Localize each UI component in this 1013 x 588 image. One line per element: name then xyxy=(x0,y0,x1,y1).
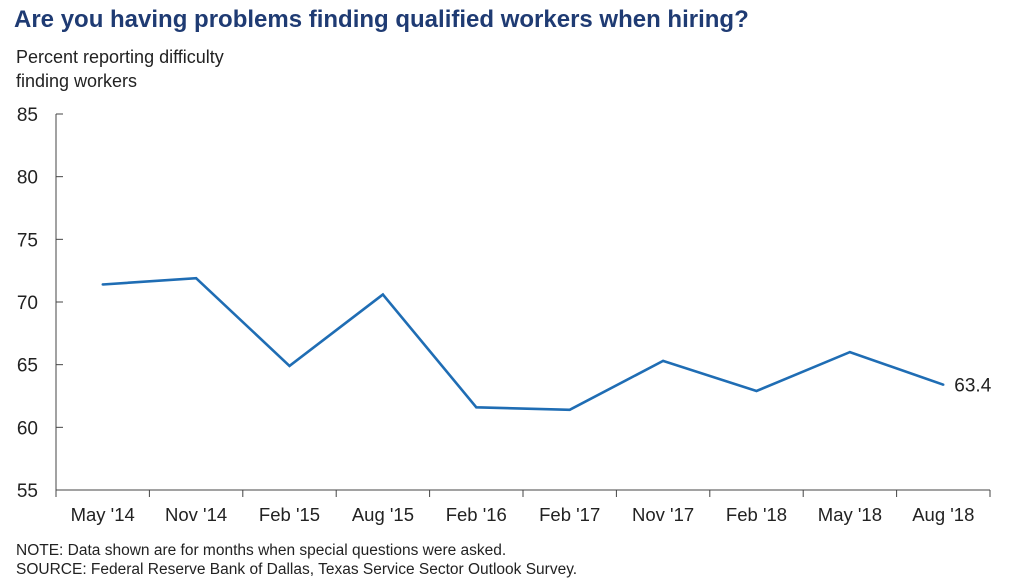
x-tick-label: Nov '17 xyxy=(632,504,694,525)
series-line xyxy=(102,276,944,412)
y-tick-label: 60 xyxy=(17,418,38,439)
x-tick-label: Feb '15 xyxy=(259,504,320,525)
x-tick-label: Feb '17 xyxy=(539,504,600,525)
y-tick-label: 55 xyxy=(17,481,38,502)
data-point xyxy=(101,283,104,286)
y-tick-label: 70 xyxy=(17,293,38,314)
x-tick-label: Feb '18 xyxy=(726,504,787,525)
y-tick-label: 75 xyxy=(17,230,38,251)
y-tick-label: 85 xyxy=(17,105,38,126)
x-tick-label: Aug '18 xyxy=(912,504,974,525)
data-point xyxy=(475,406,478,409)
y-tick-label: 80 xyxy=(17,168,38,189)
x-tick-label: May '18 xyxy=(818,504,882,525)
data-point xyxy=(288,364,291,368)
x-tick-label: Feb '16 xyxy=(446,504,507,525)
note-text: NOTE: Data shown are for months when spe… xyxy=(16,542,507,559)
y-axis-label-line-1: Percent reporting difficulty xyxy=(16,47,224,67)
y-tick-label: 65 xyxy=(17,356,38,377)
y-axis-label: Percent reporting difficulty finding wor… xyxy=(16,45,224,93)
data-point xyxy=(848,350,852,354)
data-point xyxy=(942,383,945,386)
data-point xyxy=(755,389,758,393)
chart-title: Are you having problems finding qualifie… xyxy=(14,6,749,33)
footnotes: NOTE: Data shown are for months when spe… xyxy=(16,541,577,579)
data-point xyxy=(568,408,571,411)
data-point xyxy=(381,293,385,296)
x-tick-label: May '14 xyxy=(71,504,135,525)
x-tick-label: Aug '15 xyxy=(352,504,414,525)
x-tick-label: Nov '14 xyxy=(165,504,227,525)
y-axis-label-line-2: finding workers xyxy=(16,71,138,91)
end-value-label: 63.4 xyxy=(954,376,991,397)
data-point xyxy=(661,359,665,363)
data-point xyxy=(194,276,198,280)
source-text: SOURCE: Federal Reserve Bank of Dallas, … xyxy=(16,561,578,578)
